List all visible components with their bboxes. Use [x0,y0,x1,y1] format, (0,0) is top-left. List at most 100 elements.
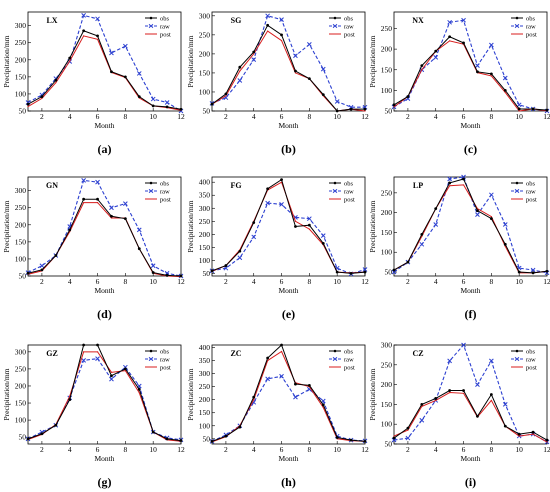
data-point-obs [406,95,410,98]
data-point-obs [110,70,113,74]
series-line-obs [211,344,366,442]
data-point-post [435,399,437,402]
data-point-obs [252,50,256,54]
x-tick-label: 12 [177,445,185,454]
data-point-obs [307,77,311,81]
y-tick-label: 100 [15,416,27,425]
x-tick-label: 6 [96,112,100,121]
y-tick-label: 300 [199,204,211,213]
plot-frame [393,344,548,445]
x-tick-label: 12 [361,445,369,454]
data-point-post [504,91,506,94]
chart-cz: 2 4 6 8 10 12 50 100 150 200 250 300 Month Precipitat… [368,341,550,490]
data-point-raw [265,200,270,206]
data-point-obs [266,23,270,27]
data-point-obs [266,356,270,360]
data-point-obs [280,178,283,182]
data-point-obs [335,109,339,113]
panel-caption: (h) [281,475,296,489]
panel-caption: (c) [464,142,477,156]
data-point-obs [179,439,183,442]
data-point-post [225,95,227,97]
x-tick-label: 4 [252,277,256,286]
data-point-raw [433,55,439,60]
data-point-obs [210,102,214,106]
data-point-obs [321,242,325,245]
x-tick-label: 8 [489,112,493,121]
x-tick-label: 10 [333,445,341,454]
chart-lp: 2 4 6 8 10 12 50 100 150 200 250 Month Precipitation… [368,174,550,321]
series-line-obs [211,24,365,112]
panel-caption: (e) [282,307,295,321]
x-tick-label: 10 [515,112,523,121]
x-tick-label: 10 [149,112,157,121]
legend-marker-raw [148,356,154,362]
legend-label-raw: raw [160,24,170,31]
plot-frame [27,11,182,112]
series-line-post [211,350,366,443]
series-line-obs [27,30,182,110]
panel-title: SG [231,16,242,25]
y-tick-label: 150 [15,72,27,81]
data-point-obs [179,107,183,111]
legend-label-obs: obs [526,181,536,188]
y-tick-label: 250 [199,30,211,39]
legend-label-post: post [160,365,171,372]
series-line-raw [393,176,548,274]
y-axis-label: Precipitation/mm [368,200,377,252]
data-point-obs [321,403,325,407]
y-tick-label: 200 [381,380,393,389]
data-point-raw [516,102,522,108]
data-point-raw [265,376,270,382]
data-point-raw [123,201,128,206]
data-point-obs [165,437,169,441]
data-point-obs [238,65,242,69]
y-tick-label: 250 [381,24,393,33]
x-tick-label: 4 [68,112,72,121]
y-tick-label: 50 [203,434,211,443]
data-point-obs [151,104,155,108]
data-point-obs [462,41,465,45]
data-point-post [69,60,71,62]
data-point-post [449,40,451,42]
x-tick-label: 8 [489,277,493,286]
legend-label-raw: raw [344,24,354,31]
y-tick-label: 300 [15,21,27,30]
panel-caption: (i) [465,475,476,489]
data-point-raw [419,241,425,247]
data-point-post [55,82,57,84]
series-line-obs [27,344,182,442]
series-line-post [211,181,366,274]
x-tick-label: 2 [40,112,44,121]
y-tick-label: 50 [203,269,211,278]
data-point-post [83,35,85,37]
panel-title: ZC [230,349,241,358]
series-line-raw [393,343,548,443]
data-point-obs [420,403,424,406]
data-point-post [280,39,283,42]
x-tick-label: 4 [434,445,438,454]
x-tick-label: 12 [361,277,369,286]
data-point-post [490,399,492,402]
y-tick-label: 250 [15,364,27,373]
data-point-raw [251,57,257,62]
y-tick-label: 100 [381,420,393,429]
x-tick-label: 2 [40,445,44,454]
y-tick-label: 150 [381,65,393,74]
data-point-obs [545,438,549,442]
legend-marker-raw [514,23,520,29]
data-point-obs [448,389,452,392]
data-point-raw [150,96,156,102]
data-point-raw [447,19,452,25]
legend-marker-obs [149,349,153,353]
y-tick-label: 50 [19,433,27,442]
data-point-raw [348,104,354,110]
x-axis-label: Month [460,121,480,130]
y-tick-label: 100 [15,254,27,263]
y-tick-label: 150 [381,228,393,237]
data-point-raw [39,263,45,269]
